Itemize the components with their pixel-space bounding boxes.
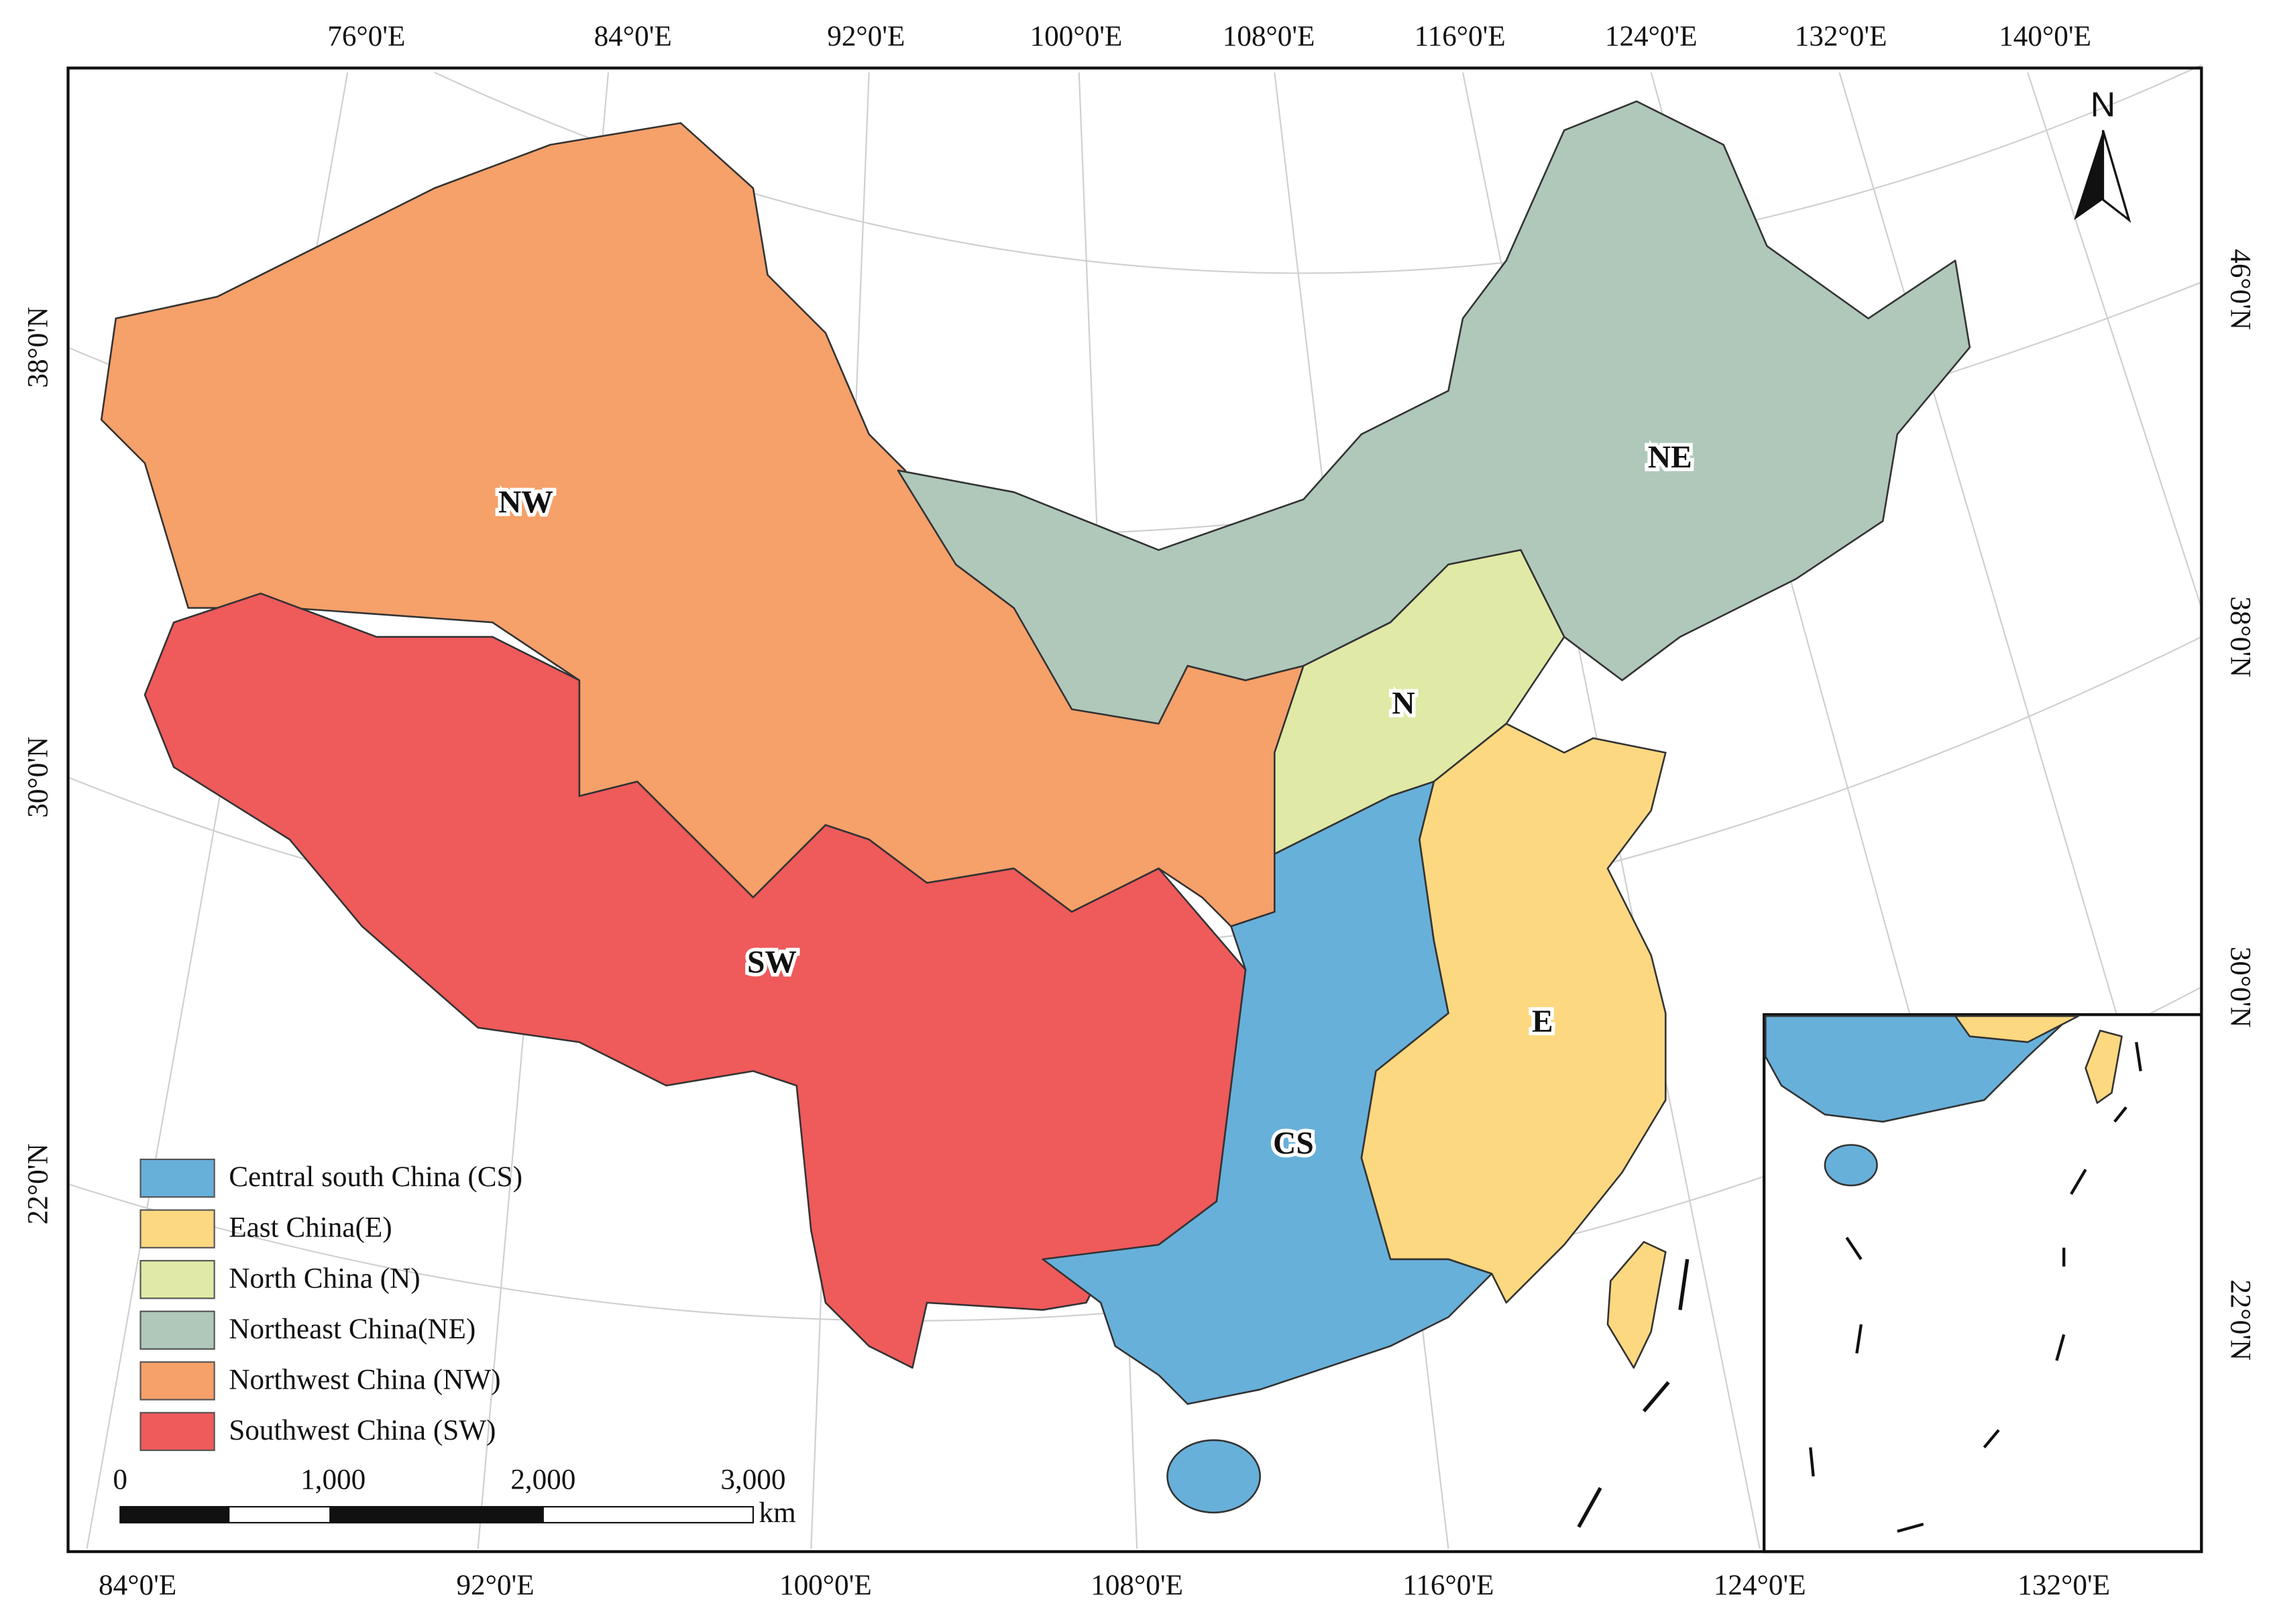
top-longitude: 84°0'E bbox=[594, 21, 672, 52]
bottom-longitude: 108°0'E bbox=[1091, 1570, 1183, 1601]
inset-dashes bbox=[1809, 1041, 2142, 1533]
legend: Central south China (CS) East China(E) Nor… bbox=[140, 1158, 522, 1452]
region-cs bbox=[1042, 780, 1493, 1405]
hainan bbox=[1166, 1439, 1262, 1514]
inset-east bbox=[1954, 1015, 2080, 1043]
top-longitude: 108°0'E bbox=[1223, 21, 1315, 52]
regions bbox=[100, 100, 1971, 1514]
arrow-right bbox=[2101, 129, 2131, 223]
taiwan bbox=[1606, 1240, 1667, 1369]
legend-swatch bbox=[140, 1310, 215, 1350]
top-longitude: 76°0'E bbox=[327, 21, 405, 52]
arrow-left bbox=[2074, 130, 2103, 221]
north-arrow: N bbox=[2074, 84, 2131, 223]
bottom-longitude: 92°0'E bbox=[456, 1570, 534, 1601]
bottom-longitude: 124°0'E bbox=[1714, 1570, 1806, 1601]
left-latitude: 38°0'N bbox=[22, 307, 54, 388]
bottom-longitude: 84°0'E bbox=[99, 1570, 176, 1601]
legend-swatch bbox=[140, 1361, 215, 1401]
legend-label: Southwest China (SW) bbox=[229, 1415, 496, 1446]
legend-label: Northwest China (NW) bbox=[229, 1364, 500, 1395]
top-longitude: 100°0'E bbox=[1030, 21, 1123, 52]
legend-label: Central south China (CS) bbox=[229, 1161, 522, 1193]
inset bbox=[1763, 1013, 2203, 1554]
sea-dashes bbox=[1577, 1259, 1690, 1528]
region-label: E bbox=[1532, 1004, 1553, 1039]
scale-unit: km bbox=[759, 1497, 796, 1529]
scale-label: 3,000 bbox=[720, 1464, 785, 1495]
scale-label: 0 bbox=[113, 1464, 127, 1495]
inset-taiwan bbox=[2085, 1029, 2123, 1104]
scale-label: 1,000 bbox=[300, 1464, 366, 1495]
scale-segment bbox=[542, 1506, 754, 1523]
region-label: NE bbox=[1648, 440, 1692, 475]
region-label: NW bbox=[498, 485, 553, 520]
legend-swatch bbox=[140, 1158, 215, 1198]
bottom-longitude: 132°0'E bbox=[2017, 1570, 2110, 1601]
scale-segment bbox=[329, 1506, 544, 1523]
legend-label: Northeast China(NE) bbox=[229, 1314, 476, 1345]
scale-segment bbox=[228, 1506, 331, 1523]
legend-swatch bbox=[140, 1260, 215, 1299]
right-latitude: 22°0'N bbox=[2224, 1279, 2256, 1360]
meridian bbox=[2027, 72, 2203, 608]
right-latitude: 46°0'N bbox=[2224, 249, 2256, 330]
top-longitude: 124°0'E bbox=[1605, 21, 1698, 52]
inset-coast bbox=[1765, 1015, 2072, 1123]
legend-swatch bbox=[140, 1209, 215, 1249]
scale-label: 2,000 bbox=[510, 1464, 575, 1495]
region-ne bbox=[897, 100, 1971, 725]
left-latitude: 22°0'N bbox=[22, 1143, 54, 1224]
scale-segment bbox=[119, 1506, 230, 1523]
legend-swatch bbox=[140, 1411, 215, 1452]
north-label: N bbox=[2091, 84, 2115, 123]
right-latitude: 30°0'N bbox=[2224, 947, 2256, 1028]
left-latitude: 30°0'N bbox=[22, 737, 54, 818]
labels: 76°0'E 84°0'E 92°0'E 100°0'E 108°0'E 116°0'E 1… bbox=[22, 21, 2256, 1601]
right-latitude: 38°0'N bbox=[2224, 596, 2256, 677]
region-n bbox=[1274, 548, 1565, 855]
map-frame bbox=[66, 66, 2203, 1554]
legend-label: North China (N) bbox=[229, 1263, 420, 1294]
region-label: SW bbox=[747, 945, 797, 980]
top-longitude: 92°0'E bbox=[827, 21, 905, 52]
top-longitude: 140°0'E bbox=[1999, 21, 2091, 52]
legend-label: East China(E) bbox=[229, 1212, 392, 1244]
bottom-longitude: 116°0'E bbox=[1402, 1570, 1494, 1601]
bottom-longitude: 100°0'E bbox=[779, 1570, 872, 1601]
region-label: N bbox=[1392, 686, 1415, 721]
region-label: CS bbox=[1273, 1126, 1314, 1161]
top-longitude: 132°0'E bbox=[1795, 21, 1887, 52]
top-longitude: 116°0'E bbox=[1415, 21, 1506, 52]
inset-hainan bbox=[1824, 1144, 1878, 1187]
